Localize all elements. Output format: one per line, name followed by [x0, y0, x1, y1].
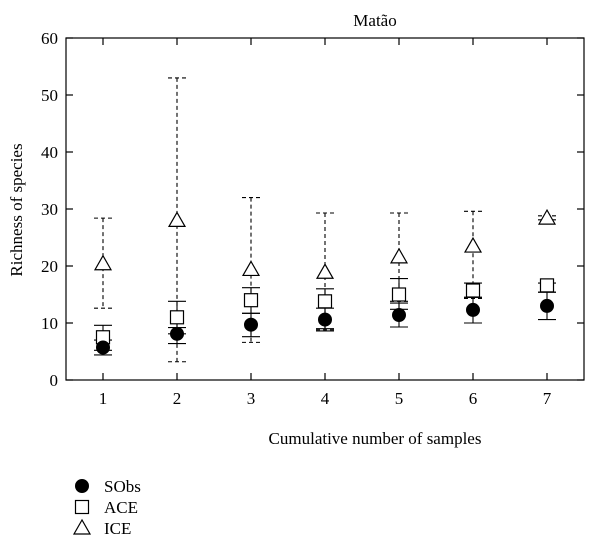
legend-marker — [75, 479, 89, 493]
y-tick-label: 20 — [41, 257, 58, 276]
data-point — [466, 302, 480, 317]
data-point — [465, 283, 481, 298]
data-point — [244, 317, 258, 332]
y-tick-label: 60 — [41, 29, 58, 48]
data-point — [392, 308, 406, 323]
y-tick-label: 0 — [50, 371, 59, 390]
x-tick-label: 5 — [395, 389, 404, 408]
y-tick-label: 30 — [41, 200, 58, 219]
data-point — [167, 211, 187, 227]
data-point — [169, 310, 185, 325]
legend-marker — [72, 518, 92, 535]
data-point — [463, 236, 483, 253]
y-tick-label: 10 — [41, 314, 58, 333]
legend-label: ACE — [104, 498, 138, 517]
data-point — [389, 247, 409, 264]
y-axis-label: Richness of species — [7, 143, 26, 276]
legend-label: ICE — [104, 519, 131, 538]
x-tick-label: 1 — [99, 389, 108, 408]
data-point — [243, 293, 259, 308]
x-tick-label: 6 — [469, 389, 478, 408]
data-point — [93, 254, 113, 271]
data-point — [96, 340, 110, 355]
x-axis-label: Cumulative number of samples — [269, 429, 482, 448]
chart-title: Matão — [353, 11, 396, 30]
data-point — [540, 298, 554, 313]
legend-marker — [74, 499, 90, 515]
legend-label: SObs — [104, 477, 141, 496]
x-tick-label: 3 — [247, 389, 256, 408]
data-point — [318, 312, 332, 327]
data-point — [317, 294, 333, 309]
plot-area: 0 10 20 30 40 50 60 1 2 3 4 5 6 7 — [41, 29, 585, 408]
legend: SObs ACE ICE — [72, 477, 141, 538]
data-point — [241, 260, 261, 277]
x-tick-label: 4 — [321, 389, 330, 408]
data-point — [170, 326, 184, 341]
x-tick-label: 2 — [173, 389, 182, 408]
x-tick-label: 7 — [543, 389, 552, 408]
y-tick-label: 50 — [41, 86, 58, 105]
data-point — [539, 278, 555, 293]
data-point — [315, 263, 335, 279]
data-point — [537, 208, 557, 225]
y-tick-label: 40 — [41, 143, 58, 162]
data-point — [391, 287, 407, 302]
